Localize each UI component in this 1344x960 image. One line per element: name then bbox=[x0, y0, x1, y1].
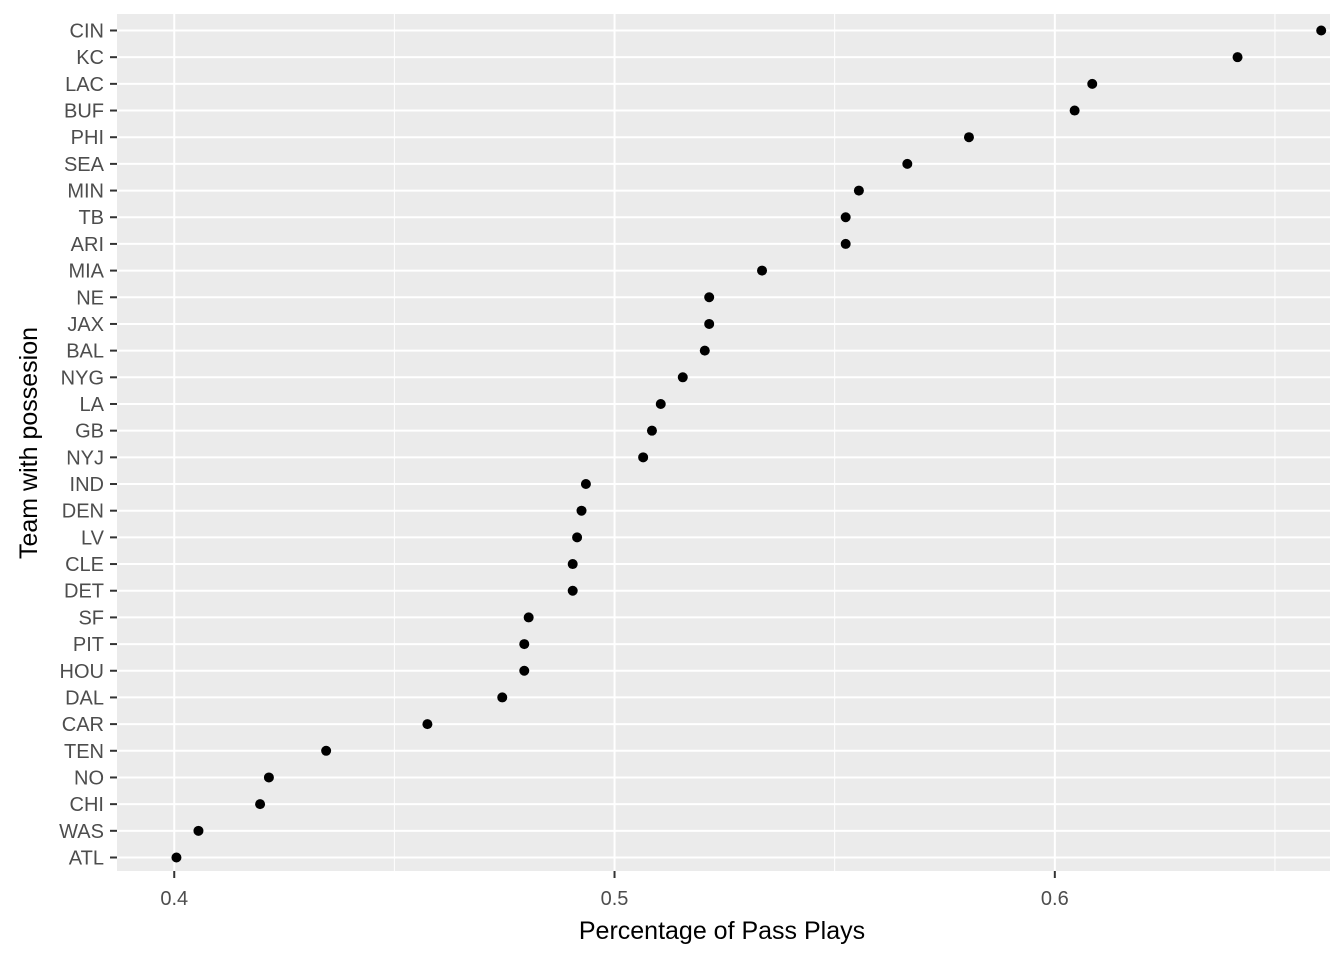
grid-major bbox=[117, 14, 1330, 871]
y-tick-label: PHI bbox=[71, 127, 104, 149]
y-tick-label: SEA bbox=[64, 154, 105, 176]
data-point bbox=[699, 345, 710, 356]
y-tick-label: BAL bbox=[66, 341, 104, 363]
data-point bbox=[572, 532, 583, 543]
y-tick-label: ARI bbox=[71, 234, 104, 256]
data-point bbox=[646, 425, 657, 436]
data-point bbox=[422, 719, 433, 730]
x-tick-label: 0.4 bbox=[160, 888, 188, 910]
data-point bbox=[580, 479, 591, 490]
data-point bbox=[519, 639, 530, 650]
x-tick-label: 0.6 bbox=[1041, 888, 1069, 910]
data-point bbox=[1232, 52, 1243, 63]
y-tick-label: TB bbox=[78, 207, 104, 229]
data-point bbox=[1316, 25, 1327, 36]
y-tick-label: CHI bbox=[70, 794, 104, 816]
y-tick-label: MIA bbox=[68, 261, 104, 283]
x-axis: 0.4 0.5 0.6 bbox=[160, 871, 1069, 910]
y-tick-label: LV bbox=[81, 527, 105, 549]
y-tick-label: IND bbox=[70, 474, 104, 496]
y-tick-label: MIN bbox=[67, 181, 104, 203]
data-point bbox=[576, 505, 587, 516]
data-point bbox=[704, 292, 715, 303]
data-point bbox=[567, 585, 578, 596]
y-tick-label: LA bbox=[80, 394, 105, 416]
data-point bbox=[321, 745, 332, 756]
y-tick-label: CIN bbox=[70, 21, 104, 43]
data-point bbox=[263, 772, 274, 783]
y-tick-label: JAX bbox=[67, 314, 104, 336]
y-tick-label: KC bbox=[76, 47, 104, 69]
y-tick-label: HOU bbox=[60, 661, 104, 683]
y-tick-label: GB bbox=[75, 421, 104, 443]
y-tick-label: DEN bbox=[62, 501, 104, 523]
data-point bbox=[497, 692, 508, 703]
data-point bbox=[677, 372, 688, 383]
y-tick-label: PIT bbox=[73, 634, 104, 656]
data-point bbox=[193, 825, 204, 836]
data-point bbox=[523, 612, 534, 623]
y-tick-label: SF bbox=[78, 607, 104, 629]
y-tick-label: NYJ bbox=[66, 447, 104, 469]
data-point bbox=[655, 398, 666, 409]
y-tick-label: BUF bbox=[64, 101, 104, 123]
data-point bbox=[902, 158, 913, 169]
y-tick-label: LAC bbox=[65, 74, 104, 96]
data-point bbox=[567, 559, 578, 570]
data-point bbox=[638, 452, 649, 463]
y-tick-label: ATL bbox=[69, 848, 104, 870]
data-point bbox=[255, 799, 266, 810]
y-tick-label: DET bbox=[64, 581, 104, 603]
data-point bbox=[171, 852, 182, 863]
data-point bbox=[840, 212, 851, 223]
y-tick-label: NO bbox=[74, 767, 104, 789]
data-points bbox=[171, 25, 1327, 863]
data-point bbox=[757, 265, 768, 276]
data-point bbox=[704, 318, 715, 329]
plot-panel bbox=[117, 14, 1330, 871]
data-point bbox=[519, 665, 530, 676]
data-point bbox=[963, 132, 974, 143]
y-tick-label: CAR bbox=[62, 714, 104, 736]
x-axis-title: Percentage of Pass Plays bbox=[579, 917, 865, 945]
y-tick-label: NE bbox=[76, 287, 104, 309]
y-tick-label: TEN bbox=[64, 741, 104, 763]
grid-minor bbox=[393, 14, 1276, 871]
x-tick-label: 0.5 bbox=[601, 888, 629, 910]
y-tick-label: NYG bbox=[61, 367, 104, 389]
data-point bbox=[1087, 78, 1098, 89]
y-axis-title: Team with possesion bbox=[15, 327, 43, 559]
y-tick-label: WAS bbox=[59, 821, 104, 843]
data-point bbox=[840, 238, 851, 249]
y-tick-label: CLE bbox=[65, 554, 104, 576]
data-point bbox=[1069, 105, 1080, 116]
data-point bbox=[853, 185, 864, 196]
y-tick-label: DAL bbox=[65, 687, 104, 709]
y-axis: CIN KC LAC BUF PHI SEA MIN TB ARI MIA NE JAX BAL NYG L… bbox=[59, 21, 117, 870]
